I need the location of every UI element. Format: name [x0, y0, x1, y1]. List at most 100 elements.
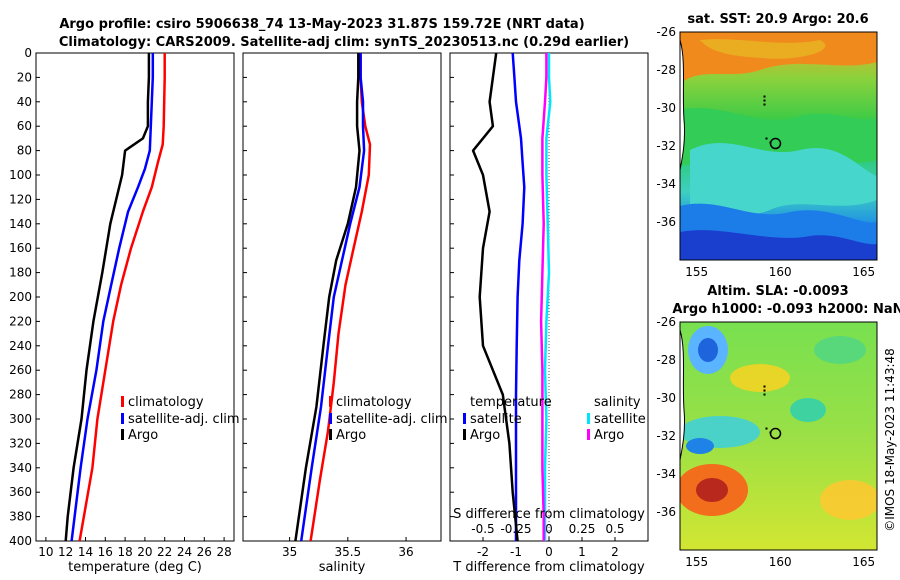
sst-map-y-tick-label: -28	[656, 63, 676, 77]
x-tick-label: 0	[545, 545, 553, 559]
sst-cyan-zone	[690, 142, 877, 215]
s-diff-tick-label: 0	[545, 522, 553, 536]
x-tick-label: 20	[137, 545, 152, 559]
depth-tick-label: 220	[9, 314, 32, 328]
x-tick-label: 35	[282, 545, 297, 559]
sst-map-track-point	[763, 99, 766, 102]
sst-map-frame	[679, 31, 878, 261]
sst-map-title: sat. SST: 20.9 Argo: 20.6	[687, 12, 868, 27]
salinity-legend: climatology satellite-adj. clim Argo	[329, 395, 448, 443]
depth-tick-label: 240	[9, 339, 32, 353]
series-line-satellite-adj-clim	[70, 53, 155, 541]
sla-map-title-line-2: Argo h1000: -0.093 h2000: NaN	[672, 302, 900, 317]
sst-map-x-tick-label: 165	[852, 265, 875, 279]
depth-tick-label: 100	[9, 168, 32, 182]
difference-legend: temperature satellite Argo salinity sate…	[463, 395, 646, 443]
sst-map-track-point	[763, 95, 766, 98]
sla-map-y-tick-label: -34	[656, 467, 676, 481]
x-tick-label: 28	[216, 545, 231, 559]
legend-swatch-t-argo	[463, 429, 466, 440]
sst-map-y-tick-label: -32	[656, 139, 676, 153]
legend-label-satellite: satellite-adj. clim	[128, 412, 240, 427]
x-tick-label: 2	[611, 545, 619, 559]
x-tick-label: -2	[477, 545, 489, 559]
x-tick-label: 35.5	[334, 545, 361, 559]
salinity-plot-frame	[242, 52, 442, 542]
sst-map-track-point	[765, 137, 768, 140]
depth-tick-label: 120	[9, 192, 32, 206]
series-line-t-satellite	[511, 53, 526, 541]
sla-orange-patch	[820, 480, 877, 520]
difference-top-axis-label: S difference from climatology	[453, 507, 645, 522]
sst-map-track-point	[763, 103, 766, 106]
sla-cool-patch	[686, 438, 714, 454]
depth-tick-label: 200	[9, 290, 32, 304]
x-tick-label: 24	[177, 545, 192, 559]
sla-yellow-patch	[730, 364, 790, 392]
sla-eddy-core	[698, 338, 718, 362]
depth-tick-label: 40	[17, 95, 32, 109]
depth-tick-label: 20	[17, 70, 32, 84]
sst-argo-marker	[763, 95, 782, 150]
series-line-climatology	[78, 53, 166, 541]
sst-map-y-tick-label: -34	[656, 177, 676, 191]
temperature-legend: climatology satellite-adj. clim Argo	[121, 395, 240, 443]
legend-swatch-argo	[121, 429, 124, 440]
legend-swatch-t-satellite	[463, 413, 466, 424]
depth-tick-label: 0	[24, 46, 32, 60]
legend-swatch-satellite	[121, 413, 124, 424]
legend-label-climatology: climatology	[128, 395, 204, 410]
legend-swatch-climatology	[121, 396, 124, 407]
x-tick-label: 22	[157, 545, 172, 559]
temperature-plot-frame	[35, 52, 235, 542]
difference-profile-lines	[471, 53, 552, 541]
s-diff-tick-label: 0.5	[605, 522, 624, 536]
legend-label-t-satellite: satellite	[470, 412, 522, 427]
legend-title-temperature: temperature	[470, 395, 552, 410]
x-tick-label: 26	[197, 545, 212, 559]
x-tick-label: 14	[78, 545, 93, 559]
sla-map-y-tick-label: -26	[656, 315, 676, 329]
depth-tick-label: 140	[9, 217, 32, 231]
sla-map-track-point	[763, 389, 766, 392]
title-line-1: Argo profile: csiro 5906638_74 13-May-20…	[59, 17, 584, 32]
depth-tick-label: 180	[9, 266, 32, 280]
depth-tick-label: 400	[9, 534, 32, 548]
x-tick-label: 18	[117, 545, 132, 559]
temperature-xlabel: temperature (deg C)	[68, 560, 202, 575]
legend-label-argo: Argo	[336, 428, 366, 443]
legend-label-s-argo: Argo	[594, 428, 624, 443]
sst-warm-patch	[700, 39, 826, 59]
legend-label-argo: Argo	[128, 428, 158, 443]
sla-high-core	[696, 478, 728, 502]
sla-map-title-line-1: Altim. SLA: -0.0093	[707, 284, 848, 299]
sla-map-x-tick-label: 160	[769, 555, 792, 569]
series-line-argo	[64, 53, 151, 541]
sla-map-y-tick-label: -36	[656, 505, 676, 519]
series-line-satellite-adj-clim	[299, 53, 366, 541]
sla-map-x-tick-label: 165	[852, 555, 875, 569]
depth-tick-label: 300	[9, 412, 32, 426]
depth-tick-label: 60	[17, 119, 32, 133]
sst-map-x-tick-label: 160	[769, 265, 792, 279]
sst-map-x-tick-label: 155	[685, 265, 708, 279]
sst-coastline	[680, 39, 685, 171]
x-tick-label: 12	[58, 545, 73, 559]
sla-map-x-tick-label: 155	[685, 555, 708, 569]
depth-axis: 0 20 40 60 80 100 120 140 160 180 200 220 240 260 280 3…	[9, 46, 40, 548]
depth-tick-label: 360	[9, 485, 32, 499]
depth-tick-label: 320	[9, 436, 32, 450]
legend-swatch-s-satellite	[587, 413, 590, 424]
title-line-2: Climatology: CARS2009. Satellite-adj cli…	[59, 35, 629, 50]
sst-cold-zone	[680, 230, 877, 260]
series-line-s-satellite	[543, 53, 552, 541]
sla-map-track-point	[763, 393, 766, 396]
x-tick-label: -1	[510, 545, 522, 559]
legend-swatch-s-argo	[587, 429, 590, 440]
sla-map-frame	[679, 321, 878, 551]
x-tick-label: 1	[578, 545, 586, 559]
s-diff-tick-label: -0.5	[471, 522, 494, 536]
salinity-xlabel: salinity	[319, 560, 366, 575]
sst-map-track-point	[769, 141, 772, 144]
legend-swatch-climatology	[329, 396, 332, 407]
